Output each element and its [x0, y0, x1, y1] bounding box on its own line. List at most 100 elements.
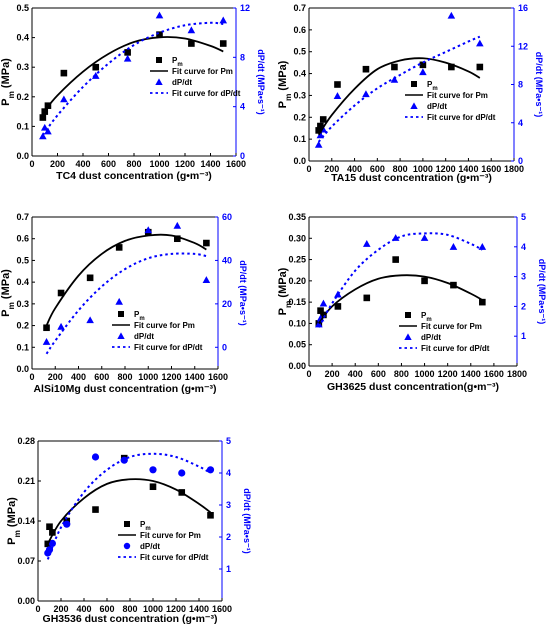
y-tick-label: 0.5	[16, 3, 29, 13]
legend-dpdt-marker	[155, 78, 163, 85]
legend-pm-marker	[124, 521, 130, 527]
dpdt-point	[478, 243, 487, 250]
dpdt-point	[44, 127, 52, 135]
dpdt-point	[314, 140, 323, 148]
x-tick-label: 1400	[200, 159, 220, 169]
legend-pm-marker	[411, 81, 417, 87]
legend-dpdt-label: dP/dt	[134, 332, 154, 341]
x-tick-label: 1200	[175, 159, 195, 169]
x-tick-label: 400	[348, 369, 363, 379]
x-tick-label: 0	[29, 159, 34, 169]
legend-fit-pm-label: Fit curve for Pm	[427, 91, 488, 100]
legend-dpdt-label: dP/dt	[427, 102, 447, 111]
pm-point	[86, 274, 94, 282]
y-right-tick-label: 0	[222, 342, 227, 352]
x-tick-label: 0	[29, 372, 34, 382]
legend-pm-label: Pm	[427, 80, 438, 92]
legend-pm-label: Pm	[140, 520, 151, 532]
legend-fit-pm-label: Fit curve for Pm	[140, 531, 201, 540]
y-tick-label: 0.05	[288, 340, 306, 350]
dpdt-point	[202, 276, 211, 284]
dpdt-point	[333, 92, 342, 100]
x-tick-label: 0	[306, 369, 311, 379]
dpdt-point	[173, 221, 182, 229]
y-tick-label: 0.10	[288, 318, 306, 328]
x-tick-label: 1200	[161, 372, 181, 382]
dpdt-point	[315, 320, 323, 328]
y-tick-label: 0.3	[16, 299, 29, 309]
dpdt-point	[419, 68, 427, 76]
pm-point	[479, 298, 486, 306]
y-tick-label: 0.35	[288, 212, 306, 222]
y-tick-label: 0.0	[16, 151, 29, 161]
x-tick-label: 1400	[458, 164, 478, 174]
y-tick-label: 0.00	[17, 596, 35, 606]
fit-curve-pm	[46, 478, 212, 545]
legend-pm-label: Pm	[134, 310, 145, 322]
pm-point	[49, 529, 56, 536]
x-tick-label: 1800	[504, 164, 524, 174]
dpdt-point	[60, 95, 68, 103]
y-right-axis-label: dP/dt (MPa•s⁻¹)	[242, 488, 252, 553]
pm-point	[219, 40, 227, 47]
pm-point	[334, 81, 341, 88]
y-right-axis-label: dP/dt (MPa•s⁻¹)	[256, 49, 266, 114]
dpdt-point	[476, 39, 484, 47]
dpdt-point	[42, 338, 51, 345]
pm-point	[448, 63, 455, 71]
x-tick-label: 1200	[166, 604, 186, 614]
y-axis-label: Pm (MPa)	[277, 60, 293, 108]
y-tick-label: 0.5	[16, 255, 29, 265]
x-tick-label: 600	[370, 164, 385, 174]
legend-dpdt-label: dP/dt	[140, 542, 160, 551]
x-tick-label: 1400	[185, 372, 205, 382]
pm-point	[317, 122, 324, 130]
y-tick-label: 0.0	[16, 364, 29, 374]
dpdt-point	[115, 297, 123, 305]
x-tick-label: 1600	[212, 604, 232, 614]
dpdt-point	[39, 132, 47, 140]
legend-fit-pm-label: Fit curve for Pm	[421, 322, 482, 331]
y-right-tick-label: 8	[518, 80, 523, 90]
pm-point	[43, 324, 50, 332]
x-tick-label: 800	[122, 604, 137, 614]
dpdt-point	[362, 240, 371, 247]
y-right-tick-label: 0	[518, 156, 523, 166]
y-right-tick-label: 5	[226, 436, 231, 446]
x-tick-label: 600	[94, 372, 109, 382]
legend-dpdt-marker	[123, 542, 131, 550]
y-tick-label: 0.1	[293, 134, 306, 144]
y-tick-label: 0.07	[17, 556, 35, 566]
dpdt-point	[86, 316, 94, 324]
dpdt-point	[362, 90, 370, 98]
fit-curve-pm	[42, 36, 224, 114]
y-tick-label: 0.21	[17, 476, 35, 486]
y-tick-label: 0.2	[16, 321, 29, 331]
y-right-tick-label: 12	[518, 41, 528, 51]
x-axis-label: TA15 dust concentration (g•m⁻³)	[331, 172, 492, 184]
y-tick-label: 0.6	[293, 25, 306, 35]
x-tick-label: 400	[75, 159, 90, 169]
dpdt-point	[91, 453, 100, 461]
legend-pm-marker	[118, 311, 124, 317]
pm-point	[115, 244, 123, 251]
y-tick-label: 0.5	[293, 47, 306, 57]
fit-curve-pm	[317, 57, 481, 136]
series-square-markers	[315, 256, 486, 327]
y-right-axis-label: dP/dt (MPa•s⁻¹)	[537, 259, 547, 324]
y-tick-label: 0.1	[16, 342, 29, 352]
fit-curve-pm	[45, 233, 207, 326]
x-tick-label: 600	[371, 369, 386, 379]
y-right-tick-label: 4	[226, 468, 231, 478]
y-right-tick-label: 1	[521, 331, 526, 341]
series-triangle-markers	[314, 11, 484, 148]
chart-panel-4: 0 200 400 600 800 1000 1200 1400 1600 1800 0.00 0.0…	[277, 212, 547, 393]
y-right-tick-label: 0	[240, 151, 245, 161]
y-tick-label: 0.2	[16, 92, 29, 102]
series-triangle-markers	[39, 11, 228, 140]
y-tick-label: 0.20	[288, 276, 306, 286]
x-tick-label: 600	[99, 604, 114, 614]
